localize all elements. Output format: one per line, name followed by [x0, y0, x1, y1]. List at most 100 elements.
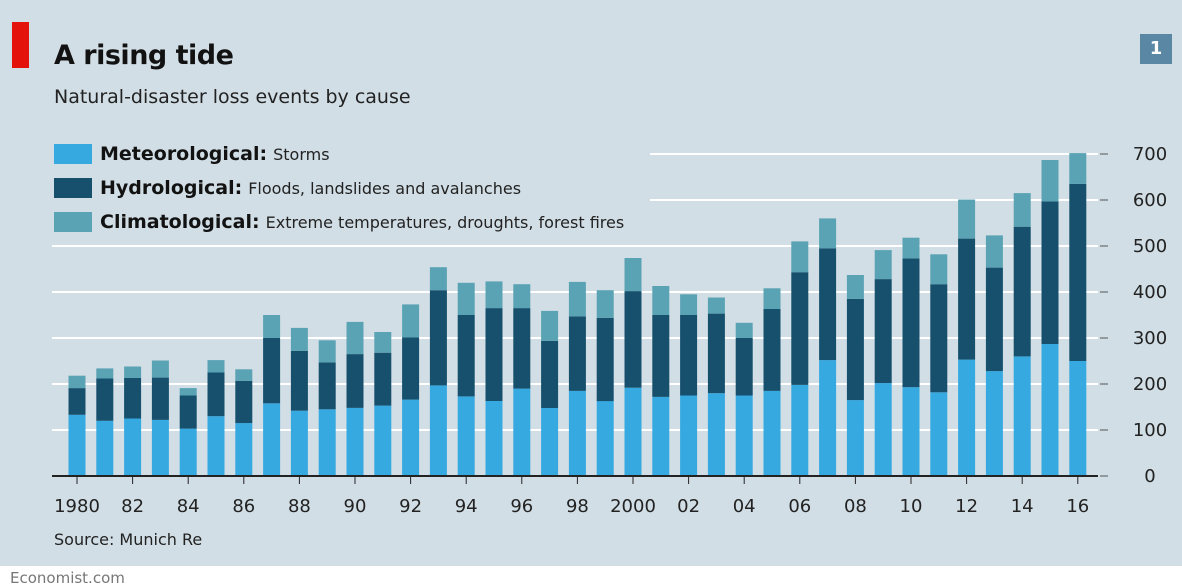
bar-meteorological-1992 [402, 399, 420, 476]
bar-hydrological-1983 [151, 377, 169, 420]
bar-hydrological-2000 [624, 291, 642, 388]
bar-meteorological-2016 [1069, 361, 1087, 476]
bar-hydrological-1991 [374, 352, 392, 406]
bar-climatological-1991 [374, 332, 392, 353]
bar-meteorological-2002 [680, 395, 698, 476]
bar-hydrological-1992 [402, 337, 420, 400]
x-tick-label: 84 [177, 496, 200, 517]
bar-hydrological-1986 [235, 380, 253, 424]
bar-meteorological-1980 [68, 414, 86, 476]
bar-climatological-2005 [763, 288, 781, 309]
bar-climatological-1986 [235, 369, 253, 381]
bar-climatological-1984 [179, 388, 197, 396]
bar-hydrological-1989 [318, 362, 336, 410]
y-tick-label: 400 [1133, 282, 1167, 303]
chart-title: A rising tide [54, 40, 234, 71]
bar-meteorological-2005 [763, 390, 781, 476]
bar-meteorological-1999 [596, 401, 614, 476]
y-tick-label: 500 [1133, 236, 1167, 257]
bar-meteorological-1996 [513, 388, 531, 476]
bar-climatological-1992 [402, 304, 420, 338]
footer-credit: Economist.com [10, 569, 125, 587]
bar-climatological-1985 [207, 360, 225, 373]
bar-meteorological-2006 [791, 384, 809, 476]
legend-item-hydrological: Hydrological: Floods, landslides and ava… [54, 177, 521, 199]
bar-climatological-2001 [652, 286, 670, 315]
bar-hydrological-2004 [735, 338, 753, 396]
bar-hydrological-2014 [1013, 226, 1031, 357]
bar-meteorological-2013 [985, 371, 1003, 476]
bar-climatological-1995 [485, 281, 503, 309]
x-tick-label: 98 [566, 496, 589, 517]
x-tick-label: 1980 [54, 496, 100, 517]
bar-climatological-2010 [902, 237, 920, 259]
bar-climatological-1999 [596, 290, 614, 318]
bar-hydrological-1982 [124, 378, 142, 419]
legend-name: Hydrological: [100, 177, 243, 199]
bar-climatological-2011 [930, 254, 948, 285]
bar-meteorological-2010 [902, 387, 920, 476]
bars [68, 153, 1087, 476]
bar-hydrological-2003 [707, 313, 725, 394]
bar-meteorological-2012 [958, 359, 976, 476]
bar-hydrological-2006 [791, 272, 809, 385]
bar-hydrological-2016 [1069, 183, 1087, 361]
x-tick-label: 14 [1011, 496, 1034, 517]
bar-meteorological-1986 [235, 423, 253, 476]
y-tick-label: 700 [1133, 144, 1167, 165]
x-tick-label: 12 [955, 496, 978, 517]
bar-hydrological-2015 [1041, 201, 1059, 344]
x-tick-label: 94 [455, 496, 478, 517]
bar-climatological-1996 [513, 284, 531, 309]
legend-name: Meteorological: [100, 143, 268, 165]
bar-hydrological-2005 [763, 309, 781, 391]
bar-meteorological-2011 [930, 392, 948, 476]
bar-meteorological-1982 [124, 418, 142, 476]
bar-climatological-1980 [68, 375, 86, 389]
chart-panel [0, 0, 1182, 566]
bar-hydrological-2012 [958, 238, 976, 360]
bar-meteorological-2001 [652, 396, 670, 476]
x-tick-label: 90 [344, 496, 367, 517]
y-tick-label: 200 [1133, 374, 1167, 395]
x-tick-label: 04 [733, 496, 756, 517]
chart-number-badge: 1 [1140, 34, 1172, 64]
bar-hydrological-1999 [596, 317, 614, 402]
bar-hydrological-1990 [346, 354, 364, 408]
bar-hydrological-1996 [513, 308, 531, 389]
bar-climatological-2000 [624, 258, 642, 292]
bar-climatological-2003 [707, 297, 725, 314]
bar-meteorological-1989 [318, 409, 336, 476]
bar-hydrological-1987 [263, 338, 281, 404]
bar-climatological-1998 [568, 281, 586, 317]
bar-climatological-1994 [457, 282, 475, 315]
bar-hydrological-1998 [568, 316, 586, 391]
bar-climatological-1981 [96, 368, 114, 379]
x-tick-label: 10 [900, 496, 923, 517]
y-tick-label: 600 [1133, 190, 1167, 211]
bar-meteorological-2004 [735, 395, 753, 476]
bar-meteorological-1998 [568, 390, 586, 476]
bar-hydrological-1997 [541, 340, 559, 408]
bar-hydrological-1993 [429, 290, 447, 386]
bar-climatological-2007 [819, 218, 837, 249]
legend-name: Climatological: [100, 211, 260, 233]
bar-meteorological-1987 [263, 403, 281, 476]
bar-hydrological-2013 [985, 267, 1003, 372]
bar-meteorological-1981 [96, 420, 114, 476]
bar-meteorological-2003 [707, 393, 725, 476]
bar-climatological-2014 [1013, 193, 1031, 227]
bar-meteorological-1990 [346, 407, 364, 476]
bar-hydrological-2011 [930, 284, 948, 393]
bar-meteorological-2009 [874, 383, 892, 476]
bar-climatological-1993 [429, 267, 447, 291]
legend-description: Storms [273, 144, 330, 164]
bar-meteorological-2008 [846, 400, 864, 476]
source-note: Source: Munich Re [54, 530, 203, 549]
bar-hydrological-1994 [457, 315, 475, 397]
bar-meteorological-1991 [374, 405, 392, 476]
legend-swatch-meteorological [54, 144, 92, 164]
bar-climatological-1987 [263, 315, 281, 338]
bar-meteorological-1994 [457, 396, 475, 476]
brand-red-tag [12, 22, 29, 68]
